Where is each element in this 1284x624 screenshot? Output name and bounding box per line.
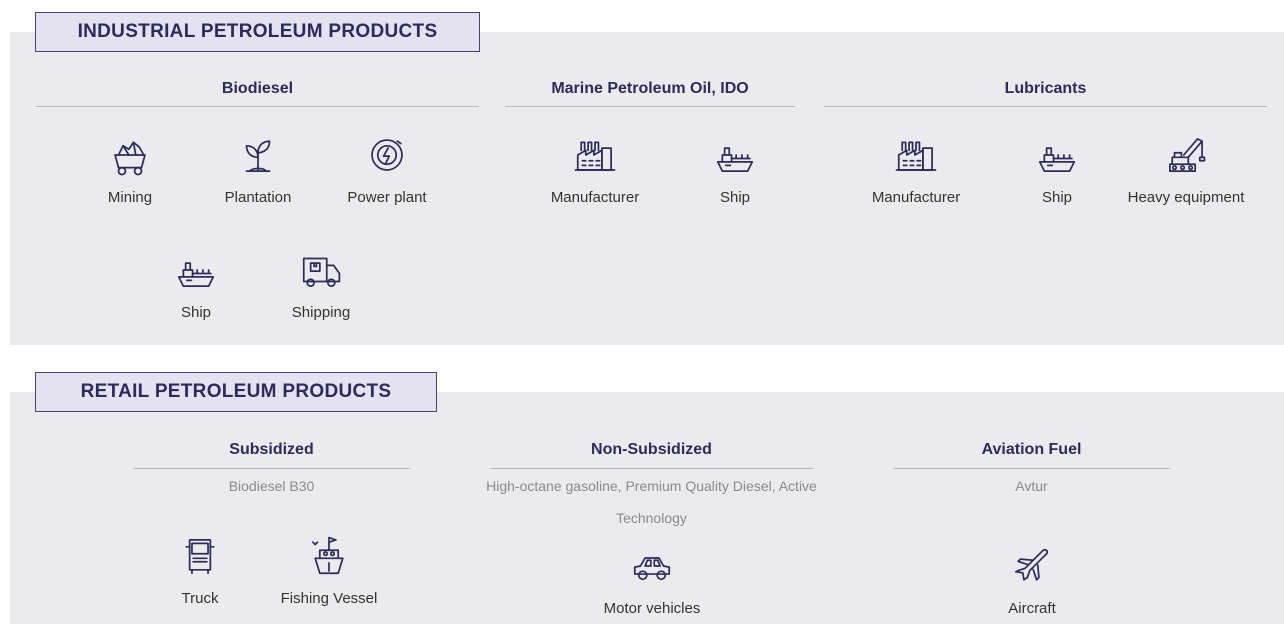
item-label: Truck xyxy=(181,590,219,607)
item-icon xyxy=(629,543,675,589)
section-panel xyxy=(10,392,1284,624)
icon xyxy=(177,262,215,287)
icon xyxy=(633,557,671,581)
group-name: Subsidized xyxy=(229,441,314,458)
group-name: Aviation Fuel xyxy=(981,441,1082,458)
icon xyxy=(574,141,616,171)
icon xyxy=(312,536,344,575)
item-icon xyxy=(298,247,344,293)
item-icon xyxy=(1163,132,1209,178)
group-subtitle: High-octane gasoline, Premium Quality Di… xyxy=(486,478,817,526)
icon xyxy=(114,141,146,176)
group-divider xyxy=(133,468,410,469)
group-name: Lubricants xyxy=(1004,80,1087,97)
icon xyxy=(302,257,341,287)
item-icon xyxy=(173,247,219,293)
item-label: Ship xyxy=(719,189,751,206)
section-title: INDUSTRIAL PETROLEUM PRODUCTS xyxy=(35,12,480,52)
item-label: Power plant xyxy=(347,189,427,206)
icon xyxy=(716,147,754,172)
section-panel xyxy=(10,32,1284,345)
item-label: Manufacturer xyxy=(871,189,961,206)
group-subtitle: Avtur xyxy=(1015,478,1048,494)
icon xyxy=(895,141,937,171)
item-label: Ship xyxy=(1041,189,1073,206)
item-label: Motor vehicles xyxy=(603,600,701,617)
group-subtitle: Biodiesel B30 xyxy=(228,478,315,494)
item-icon xyxy=(1034,132,1080,178)
item-icon xyxy=(306,533,352,579)
icon xyxy=(371,139,403,171)
item-icon xyxy=(177,533,223,579)
item-label: Aircraft xyxy=(1008,600,1056,617)
item-label: Heavy equipment xyxy=(1127,189,1245,206)
icon xyxy=(245,140,271,172)
section-title: RETAIL PETROLEUM PRODUCTS xyxy=(35,372,437,412)
item-icon xyxy=(235,132,281,178)
item-icon xyxy=(364,132,410,178)
item-label: Ship xyxy=(180,304,212,321)
item-icon xyxy=(1009,543,1055,589)
item-label: Shipping xyxy=(291,304,351,321)
item-icon xyxy=(712,132,758,178)
group-divider xyxy=(36,106,479,107)
item-label: Fishing Vessel xyxy=(280,590,378,607)
item-label: Mining xyxy=(107,189,153,206)
group-divider xyxy=(824,106,1267,107)
icon xyxy=(1169,138,1206,172)
group-name: Biodiesel xyxy=(221,80,294,97)
item-label: Manufacturer xyxy=(550,189,640,206)
icon xyxy=(1015,548,1049,581)
item-icon xyxy=(893,132,939,178)
icon xyxy=(185,539,215,575)
icon xyxy=(1038,147,1076,172)
item-icon xyxy=(572,132,618,178)
group-divider xyxy=(893,468,1170,469)
group-divider xyxy=(490,468,813,469)
group-divider xyxy=(505,106,795,107)
item-icon xyxy=(107,132,153,178)
group-name: Marine Petroleum Oil, IDO xyxy=(551,80,749,97)
group-name: Non-Subsidized xyxy=(591,441,712,458)
item-label: Plantation xyxy=(224,189,292,206)
